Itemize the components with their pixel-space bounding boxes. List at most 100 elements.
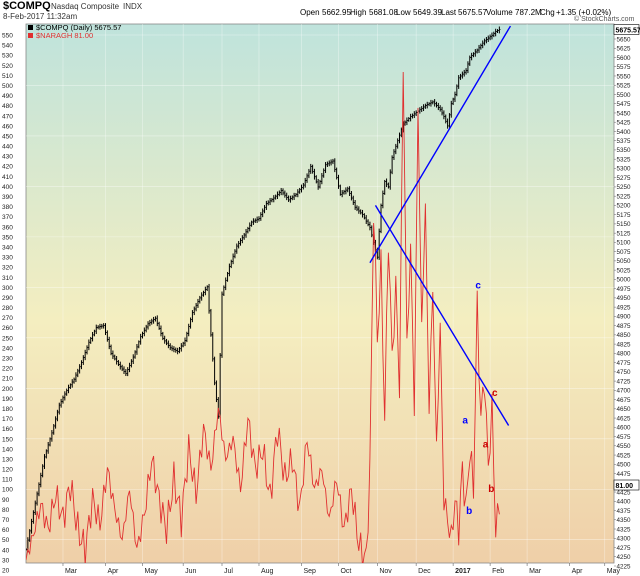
left-tick-label: 160 (2, 426, 13, 433)
trendline (374, 205, 510, 426)
left-tick-label: 460 (2, 123, 13, 130)
right-tick-label: 4900 (617, 314, 632, 321)
right-tick-label: 5025 (617, 267, 632, 274)
x-tick-label: Sep (304, 568, 317, 575)
left-tick-label: 230 (2, 356, 13, 363)
chg-value: +1.35 (+0.02%) (556, 8, 612, 17)
wave-label: a (462, 416, 468, 427)
value-tag-label: 81.00 (616, 483, 634, 490)
left-tick-label: 350 (2, 234, 13, 241)
volume-label: Volume (486, 8, 513, 17)
left-tick-label: 90 (2, 497, 10, 504)
right-tick-label: 5650 (617, 36, 632, 43)
left-tick-label: 410 (2, 174, 13, 181)
last-label: Last (441, 8, 457, 17)
left-tick-label: 130 (2, 456, 13, 463)
brand-logo: © StockCharts.com (574, 16, 635, 23)
x-tick-label: Mar (65, 568, 78, 575)
left-tick-label: 190 (2, 396, 13, 403)
left-tick-label: 110 (2, 477, 13, 484)
left-tick-label: 420 (2, 164, 13, 171)
right-tick-label: 4625 (617, 415, 632, 422)
legend-ratio: $NARAGH 81.00 (36, 31, 93, 40)
right-tick-label: 5425 (617, 120, 632, 127)
right-tick-label: 4975 (617, 286, 632, 293)
legend-ratio-swatch (28, 33, 33, 38)
right-tick-label: 4650 (617, 406, 632, 413)
right-tick-label: 5150 (617, 221, 632, 228)
chg-label: Chg (540, 8, 555, 17)
left-tick-label: 550 (2, 33, 13, 40)
right-tick-label: 5100 (617, 240, 632, 247)
trendline (369, 25, 512, 264)
left-tick-label: 300 (2, 285, 13, 292)
left-tick-label: 400 (2, 184, 13, 191)
right-tick-label: 5125 (617, 230, 632, 237)
legend-price: $COMPQ (Daily) 5675.57 (36, 23, 121, 32)
right-tick-label: 5375 (617, 138, 632, 145)
x-tick-label: Jun (185, 568, 196, 575)
left-tick-label: 170 (2, 416, 13, 423)
open-value: 5662.95 (322, 8, 351, 17)
left-tick-label: 370 (2, 214, 13, 221)
right-axis-value-tags: 5675.57 81.00 (613, 24, 640, 491)
ratio-line-series (26, 71, 500, 563)
legend-price-swatch (28, 25, 33, 30)
trendlines (369, 25, 512, 426)
x-tick-label: Apr (572, 568, 584, 575)
left-tick-label: 510 (2, 73, 13, 80)
right-tick-label: 5300 (617, 166, 632, 173)
right-tick-label: 5525 (617, 83, 632, 90)
left-tick-label: 200 (2, 386, 13, 393)
right-tick-label: 5000 (617, 277, 632, 284)
right-tick-label: 4325 (617, 526, 632, 533)
right-tick-label: 5500 (617, 92, 632, 99)
left-tick-label: 430 (2, 154, 13, 161)
left-tick-label: 540 (2, 43, 13, 50)
value-tag-box (613, 479, 640, 491)
x-tick-label: May (607, 568, 621, 575)
left-tick-label: 210 (2, 376, 13, 383)
x-tick-label: May (144, 568, 158, 575)
right-tick-label: 5075 (617, 249, 632, 256)
right-tick-label: 4350 (617, 517, 632, 524)
right-tick-label: 4925 (617, 304, 632, 311)
left-tick-label: 260 (2, 325, 13, 332)
left-tick-label: 490 (2, 93, 13, 100)
legend: $COMPQ (Daily) 5675.57 $NARAGH 81.00 (28, 23, 121, 40)
right-tick-label: 4525 (617, 452, 632, 459)
right-tick-label: 5550 (617, 73, 632, 80)
plot-background (25, 23, 615, 564)
left-tick-label: 530 (2, 53, 13, 60)
wave-label: b (466, 506, 472, 517)
left-tick-label: 180 (2, 406, 13, 413)
left-tick-label: 80 (2, 507, 10, 514)
right-tick-label: 4675 (617, 397, 632, 404)
right-tick-label: 4875 (617, 323, 632, 330)
left-tick-label: 440 (2, 144, 13, 151)
right-tick-label: 4825 (617, 341, 632, 348)
symbol-name: Nasdaq Composite (51, 2, 120, 11)
value-tag-box (613, 24, 640, 35)
right-tick-label: 5625 (617, 46, 632, 53)
symbol-title: $COMPQ (3, 0, 51, 12)
left-tick-label: 360 (2, 224, 13, 231)
right-tick-label: 4475 (617, 471, 632, 478)
left-tick-label: 120 (2, 467, 13, 474)
right-tick-label: 4550 (617, 443, 632, 450)
left-tick-label: 270 (2, 315, 13, 322)
right-tick-label: 4725 (617, 378, 632, 385)
left-tick-label: 70 (2, 517, 10, 524)
right-tick-label: 5400 (617, 129, 632, 136)
open-label: Open (300, 8, 320, 17)
right-tick-label: 5325 (617, 156, 632, 163)
left-tick-label: 240 (2, 345, 13, 352)
right-tick-label: 5200 (617, 203, 632, 210)
right-tick-label: 4300 (617, 536, 632, 543)
left-tick-label: 150 (2, 436, 13, 443)
right-tick-label: 4400 (617, 499, 632, 506)
high-label: High (350, 8, 367, 17)
x-tick-label: Dec (418, 568, 431, 575)
right-tick-label: 4500 (617, 462, 632, 469)
